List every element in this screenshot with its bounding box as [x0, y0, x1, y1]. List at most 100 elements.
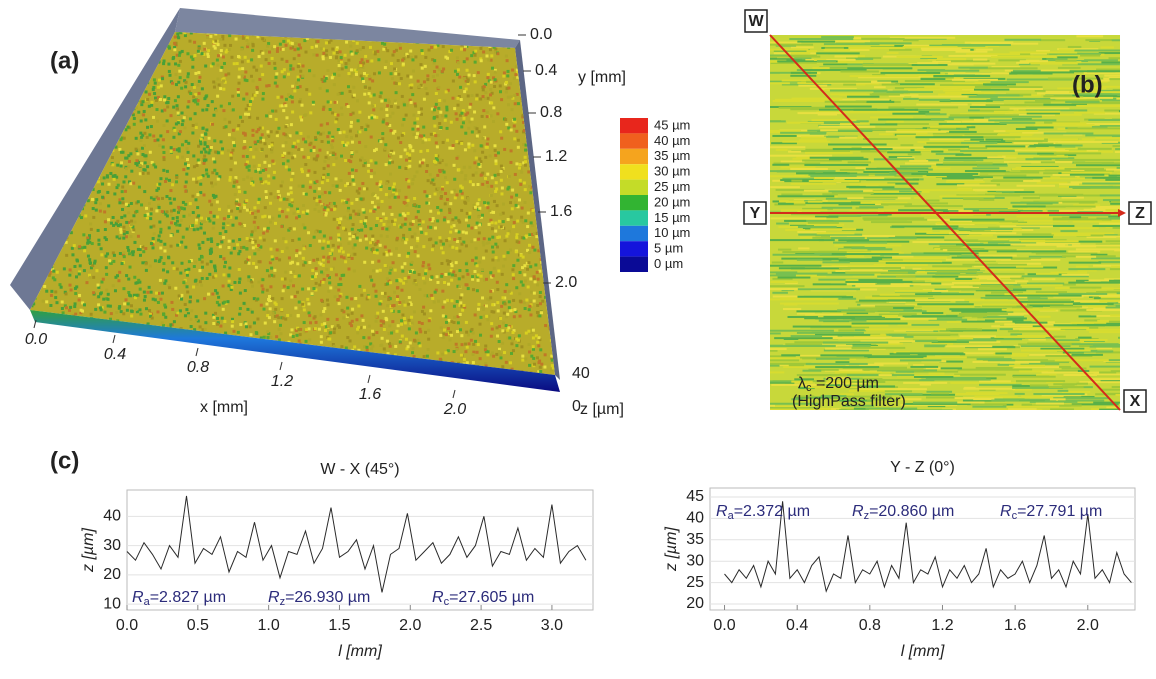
- texel: [473, 161, 476, 164]
- texel: [266, 330, 269, 333]
- texel: [119, 138, 122, 141]
- texel: [174, 99, 177, 102]
- texel: [537, 344, 540, 347]
- texel: [482, 88, 485, 91]
- texel: [92, 101, 95, 104]
- texel: [166, 119, 169, 122]
- texel: [228, 375, 231, 378]
- texel: [176, 216, 179, 219]
- texel: [441, 188, 444, 191]
- texel: [289, 186, 292, 189]
- texel: [360, 220, 363, 223]
- texel: [464, 132, 467, 135]
- texel: [402, 118, 405, 121]
- texel: [487, 73, 490, 76]
- texel: [137, 235, 140, 238]
- texel: [375, 315, 378, 318]
- texel: [170, 213, 173, 216]
- texel: [25, 137, 28, 140]
- texel: [37, 165, 40, 168]
- texel: [398, 254, 401, 257]
- texel: [281, 278, 284, 281]
- texel: [465, 219, 468, 222]
- texel: [327, 256, 330, 259]
- texel: [80, 55, 83, 58]
- texel: [483, 125, 486, 128]
- texel: [217, 43, 220, 46]
- texel: [549, 279, 552, 282]
- texel: [380, 324, 383, 327]
- texel: [97, 229, 100, 232]
- texel: [365, 247, 368, 250]
- texel: [164, 360, 167, 363]
- texel: [181, 112, 184, 115]
- texel: [485, 146, 488, 149]
- texel: [121, 185, 124, 188]
- texel: [557, 56, 560, 59]
- texel: [502, 75, 505, 78]
- texel: [490, 335, 493, 338]
- texel: [308, 314, 311, 317]
- texel: [433, 183, 436, 186]
- texel: [543, 50, 546, 53]
- texel: [474, 313, 477, 316]
- texel: [130, 202, 133, 205]
- texel: [222, 226, 225, 229]
- texel: [434, 227, 437, 230]
- texel: [54, 367, 57, 370]
- texel: [513, 221, 516, 224]
- texel: [295, 365, 298, 368]
- texel: [111, 156, 114, 159]
- texel: [90, 38, 93, 41]
- texel: [306, 210, 309, 213]
- texel: [148, 374, 151, 377]
- texel: [217, 151, 220, 154]
- texel: [170, 221, 173, 224]
- texel: [336, 218, 339, 221]
- texel: [419, 164, 422, 167]
- texel: [170, 245, 173, 248]
- texel: [386, 304, 389, 307]
- texel: [453, 178, 456, 181]
- texel: [166, 210, 169, 213]
- texel: [530, 127, 533, 130]
- texel: [494, 159, 497, 162]
- texel: [520, 280, 523, 283]
- texel: [355, 150, 358, 153]
- texel: [375, 224, 378, 227]
- texel: [245, 39, 248, 42]
- texel: [400, 319, 403, 322]
- texel: [220, 240, 223, 243]
- texel: [361, 77, 364, 80]
- texel: [450, 299, 453, 302]
- texel: [511, 69, 514, 72]
- texel: [134, 53, 137, 56]
- texel: [157, 301, 160, 304]
- texel: [271, 57, 274, 60]
- texel: [251, 241, 254, 244]
- texel: [414, 279, 417, 282]
- texel: [62, 311, 65, 314]
- texel: [30, 103, 33, 106]
- texel: [548, 263, 551, 266]
- texel: [223, 265, 226, 268]
- texel: [179, 60, 182, 63]
- texel: [173, 48, 176, 51]
- texel: [75, 362, 78, 365]
- texel: [176, 376, 179, 379]
- texel: [82, 72, 85, 75]
- texel: [264, 142, 267, 145]
- texel: [117, 184, 120, 187]
- texel: [533, 146, 536, 149]
- texel: [491, 227, 494, 230]
- texel: [437, 187, 440, 190]
- texel: [126, 231, 129, 234]
- texel: [380, 380, 383, 383]
- texel: [90, 43, 93, 46]
- texel: [404, 241, 407, 244]
- texel: [525, 332, 528, 335]
- texel: [438, 236, 441, 239]
- texel: [163, 282, 166, 285]
- texel: [273, 45, 276, 48]
- texel: [79, 83, 82, 86]
